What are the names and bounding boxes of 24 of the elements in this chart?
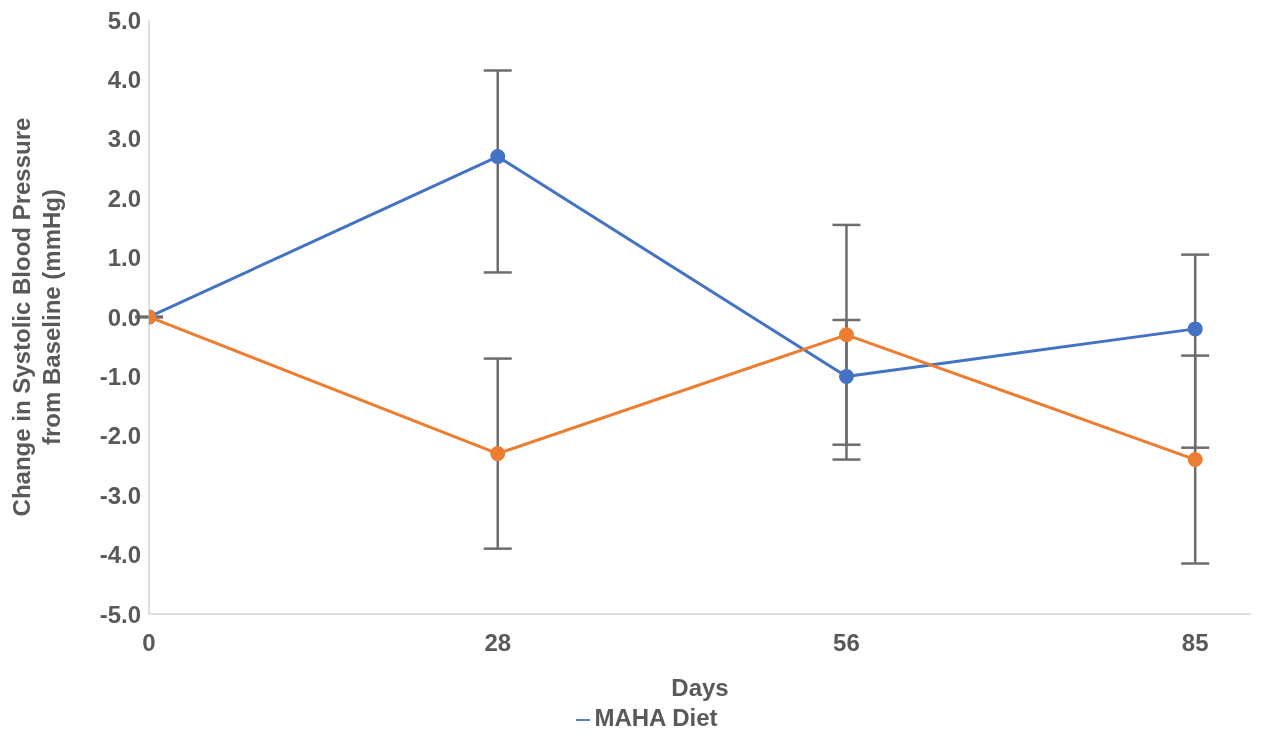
- y-tick-label: -1.0: [99, 362, 141, 390]
- point: [838, 327, 854, 343]
- y-tick-label: 5.0: [107, 6, 141, 34]
- y-tick-label: -2.0: [99, 422, 141, 450]
- legend-label: MAHA Diet: [594, 704, 718, 731]
- y-axis-title: Change in Systolic Blood Pressure from Baseline (mmHg): [8, 117, 65, 517]
- point: [490, 446, 506, 462]
- y-tick-label: 4.0: [107, 65, 141, 93]
- x-tick-label: 28: [484, 629, 512, 657]
- x-tick-label: 56: [833, 629, 860, 657]
- y-tick-label: 3.0: [107, 125, 141, 153]
- y-tick-label: -3.0: [99, 481, 141, 509]
- y-tick-label: 2.0: [107, 184, 141, 212]
- y-tick-label: -5.0: [99, 600, 141, 628]
- point: [490, 149, 506, 165]
- point: [1187, 452, 1203, 468]
- x-tick-label: 0: [142, 629, 156, 657]
- y-tick-label: 1.0: [107, 244, 141, 272]
- y-tick-label: 0.0: [107, 303, 141, 331]
- point: [1187, 321, 1203, 337]
- y-tick-label: -4.0: [99, 541, 141, 569]
- x-axis-title: Days: [671, 674, 729, 701]
- x-tick-label: 85: [1181, 629, 1209, 657]
- point: [838, 368, 854, 384]
